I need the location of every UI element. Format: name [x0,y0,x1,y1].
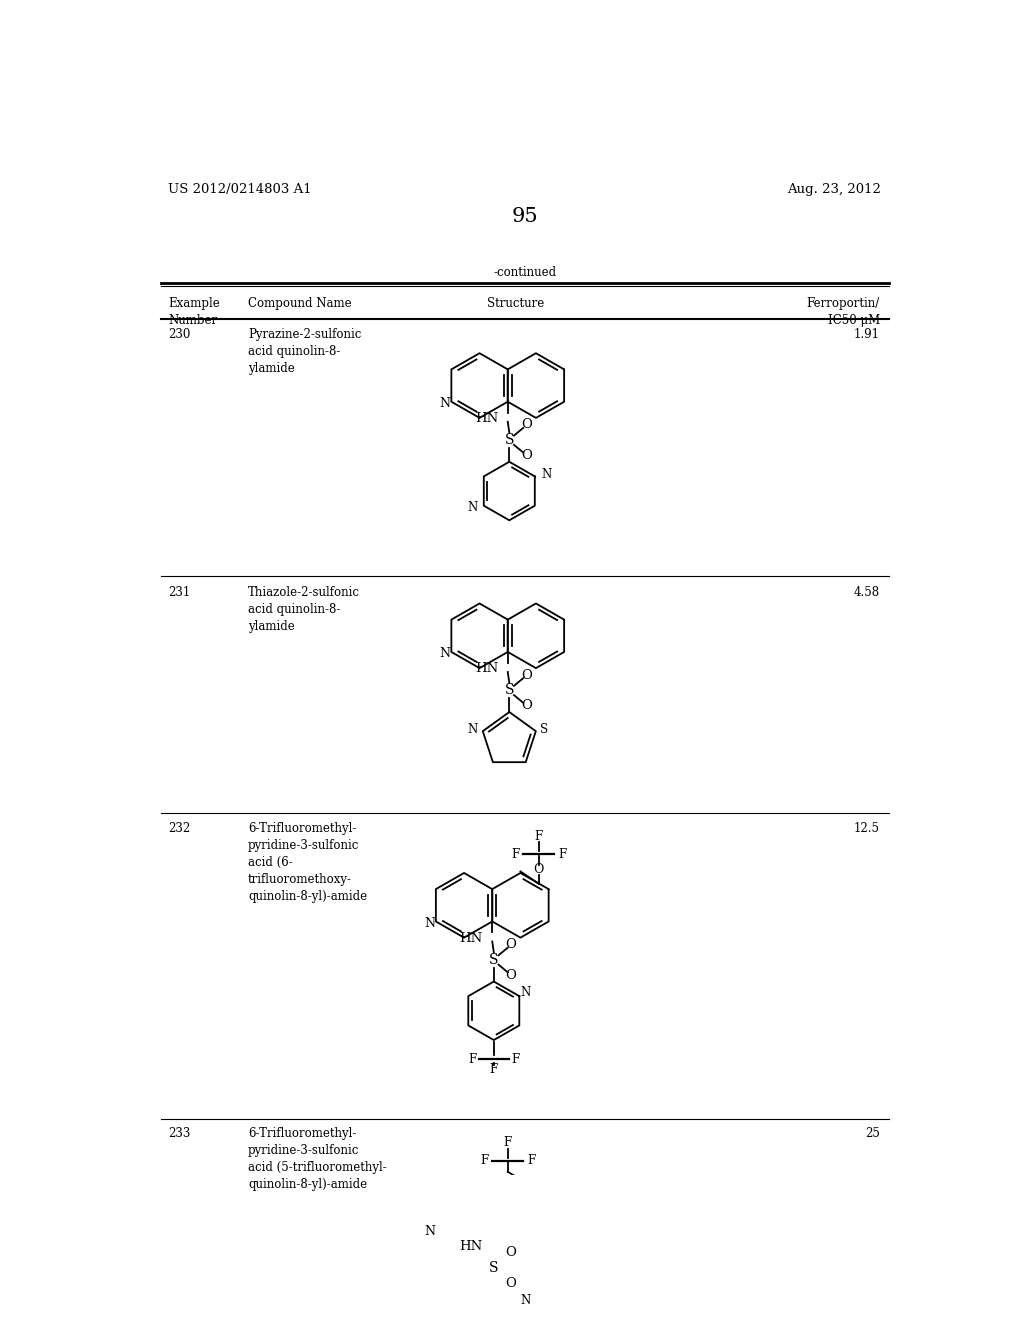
Text: HN: HN [460,1239,483,1253]
Text: O: O [521,449,531,462]
Text: 233: 233 [168,1127,190,1140]
Text: 95: 95 [511,207,539,226]
Text: 231: 231 [168,586,190,599]
Text: O: O [506,969,516,982]
Text: O: O [506,939,516,952]
Text: S: S [505,684,514,697]
Text: F: F [527,1155,536,1167]
Text: S: S [505,433,514,447]
Text: 4.58: 4.58 [854,586,880,599]
Text: 25: 25 [865,1127,880,1140]
Text: N: N [439,647,451,660]
Text: 1.91: 1.91 [854,327,880,341]
Text: Aug. 23, 2012: Aug. 23, 2012 [787,182,882,195]
Text: 12.5: 12.5 [854,822,880,836]
Text: N: N [424,916,435,929]
Text: HN: HN [475,412,499,425]
Text: N: N [439,397,451,409]
Text: 232: 232 [168,822,190,836]
Text: Thiazole-2-sulfonic
acid quinolin-8-
ylamide: Thiazole-2-sulfonic acid quinolin-8- yla… [248,586,360,632]
Text: F: F [489,1063,498,1076]
Text: HN: HN [460,932,483,945]
Text: F: F [468,1053,476,1065]
Text: F: F [558,847,566,861]
Text: N: N [521,986,531,999]
Text: Structure: Structure [486,297,544,310]
Text: O: O [506,1276,516,1290]
Text: N: N [424,1225,435,1238]
Text: O: O [521,418,531,432]
Text: F: F [535,829,543,842]
Text: US 2012/0214803 A1: US 2012/0214803 A1 [168,182,312,195]
Text: S: S [489,953,499,968]
Text: -continued: -continued [494,265,556,279]
Text: O: O [521,668,531,681]
Text: F: F [511,1053,519,1065]
Text: N: N [467,500,477,513]
Text: S: S [541,723,549,737]
Text: Ferroportin/
IC50 μM: Ferroportin/ IC50 μM [807,297,880,327]
Text: S: S [489,1261,499,1275]
Text: Compound Name: Compound Name [248,297,352,310]
Text: N: N [541,469,551,482]
Text: O: O [506,1246,516,1259]
Text: Example
Number: Example Number [168,297,220,327]
Text: F: F [480,1155,488,1167]
Text: 230: 230 [168,327,190,341]
Text: 6-Trifluoromethyl-
pyridine-3-sulfonic
acid (6-
trifluoromethoxy-
quinolin-8-yl): 6-Trifluoromethyl- pyridine-3-sulfonic a… [248,822,368,903]
Text: 6-Trifluoromethyl-
pyridine-3-sulfonic
acid (5-trifluoromethyl-
quinolin-8-yl)-a: 6-Trifluoromethyl- pyridine-3-sulfonic a… [248,1127,387,1191]
Text: N: N [521,1294,531,1307]
Text: O: O [521,700,531,713]
Text: Pyrazine-2-sulfonic
acid quinolin-8-
ylamide: Pyrazine-2-sulfonic acid quinolin-8- yla… [248,327,361,375]
Text: N: N [468,723,478,737]
Text: F: F [504,1137,512,1148]
Text: HN: HN [475,663,499,676]
Text: O: O [534,863,544,876]
Text: F: F [511,847,519,861]
